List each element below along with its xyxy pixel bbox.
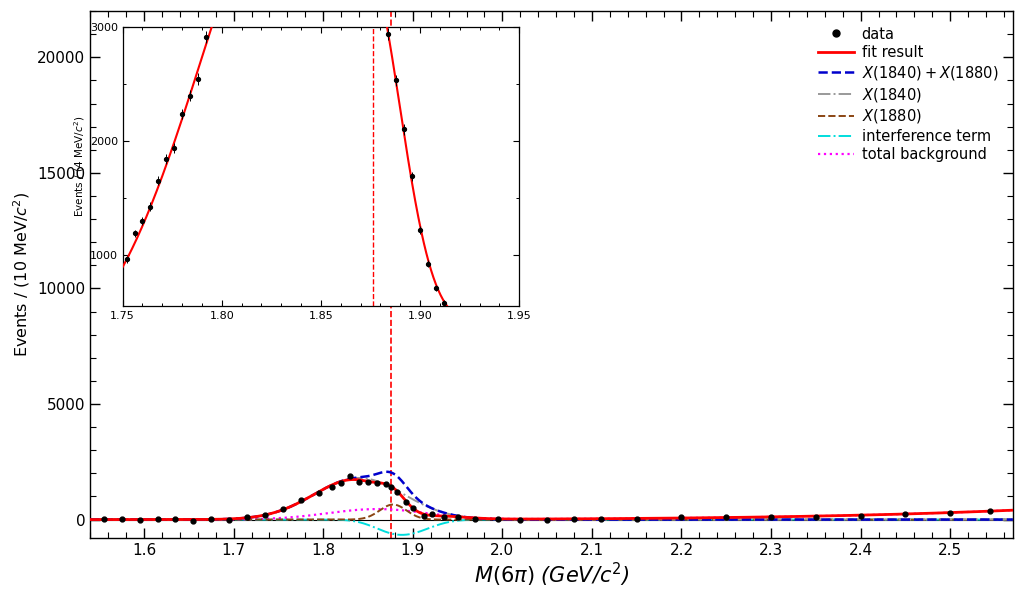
Legend: data, fit result, $X(1840)+X(1880)$, $X(1840)$, $X(1880)$, interference term, to: data, fit result, $X(1840)+X(1880)$, $X(… [815, 23, 1001, 166]
X-axis label: $M(6\pi)$ (GeV/$c^2$): $M(6\pi)$ (GeV/$c^2$) [474, 560, 630, 589]
Y-axis label: Events / (10 MeV/$c^2$): Events / (10 MeV/$c^2$) [11, 192, 32, 357]
